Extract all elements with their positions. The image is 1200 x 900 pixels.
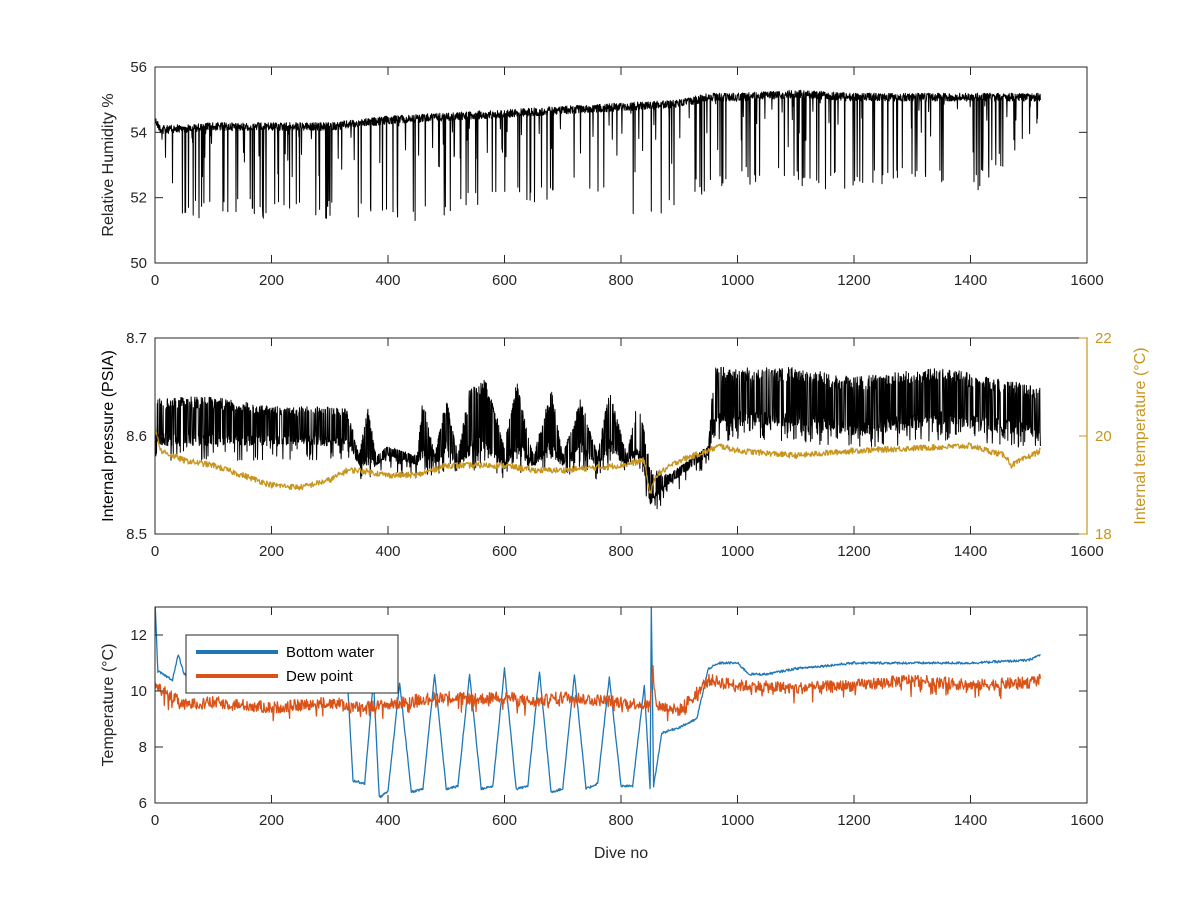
x-tick-label: 400 — [375, 543, 400, 560]
series-temperature-dew-point — [155, 664, 1042, 722]
legend-box — [185, 634, 399, 694]
x-tick-label: 0 — [151, 272, 159, 289]
x-tick-label: 1600 — [1070, 812, 1103, 829]
panel-humidity — [154, 66, 1088, 264]
x-tick-label: 1600 — [1070, 543, 1103, 560]
panel-temperature: Bottom water Dew point — [154, 606, 1088, 804]
y-tick-label: 8.6 — [126, 428, 147, 445]
x-tick-label: 1400 — [954, 543, 987, 560]
x-tick-label: 1600 — [1070, 272, 1103, 289]
series-pressure-line0 — [155, 366, 1041, 510]
plot-area-temperature — [155, 607, 1042, 799]
y-tick-label: 12 — [130, 627, 147, 644]
y-axis-title: Temperature (°C) — [100, 644, 117, 767]
x-tick-label: 0 — [151, 812, 159, 829]
y-tick-label: 50 — [130, 255, 147, 272]
x-tick-label: 800 — [608, 272, 633, 289]
legend: Bottom water Dew point — [185, 634, 399, 694]
y-axis-right-title: Internal temperature (°C) — [1132, 347, 1149, 524]
x-tick-label: 200 — [259, 812, 284, 829]
y-tick-label: 56 — [130, 59, 147, 76]
x-tick-label: 1200 — [837, 812, 870, 829]
y-tick-label: 8 — [139, 739, 147, 756]
series-temperature-bottom-water — [155, 607, 1041, 799]
y-tick-label: 8.5 — [126, 526, 147, 543]
y-right-tick-label: 20 — [1095, 428, 1112, 445]
legend-label: Dew point — [286, 668, 354, 685]
legend-label: Bottom water — [286, 644, 374, 661]
x-tick-label: 0 — [151, 543, 159, 560]
y-tick-label: 54 — [130, 124, 147, 141]
x-tick-label: 1200 — [837, 272, 870, 289]
y-tick-label: 52 — [130, 190, 147, 207]
y-tick-label: 10 — [130, 683, 147, 700]
x-tick-label: 1000 — [721, 812, 754, 829]
x-tick-label: 1200 — [837, 543, 870, 560]
y-tick-label: 6 — [139, 795, 147, 812]
plot-area-humidity — [155, 89, 1041, 221]
series-humidity-line0 — [155, 89, 1041, 221]
x-tick-label: 600 — [492, 543, 517, 560]
series-pressure-right-axis — [155, 425, 1041, 494]
x-tick-label: 200 — [259, 543, 284, 560]
x-tick-label: 600 — [492, 272, 517, 289]
y-axis-title: Relative Humidity % — [100, 93, 117, 236]
x-tick-label: 200 — [259, 272, 284, 289]
x-tick-label: 1000 — [721, 543, 754, 560]
x-tick-label: 800 — [608, 812, 633, 829]
axes-box-humidity — [154, 66, 1088, 264]
y-axis-title: Internal pressure (PSIA) — [100, 350, 117, 522]
x-axis-title: Dive no — [594, 845, 648, 862]
x-tick-label: 1400 — [954, 272, 987, 289]
x-tick-label: 1400 — [954, 812, 987, 829]
panel-pressure — [154, 337, 1088, 535]
x-tick-label: 800 — [608, 543, 633, 560]
x-tick-label: 1000 — [721, 272, 754, 289]
y-right-tick-label: 22 — [1095, 330, 1112, 347]
y-tick-label: 8.7 — [126, 330, 147, 347]
x-tick-label: 600 — [492, 812, 517, 829]
x-tick-label: 400 — [375, 812, 400, 829]
y-right-tick-label: 18 — [1095, 526, 1112, 543]
plot-area-pressure — [155, 366, 1041, 510]
x-tick-label: 400 — [375, 272, 400, 289]
